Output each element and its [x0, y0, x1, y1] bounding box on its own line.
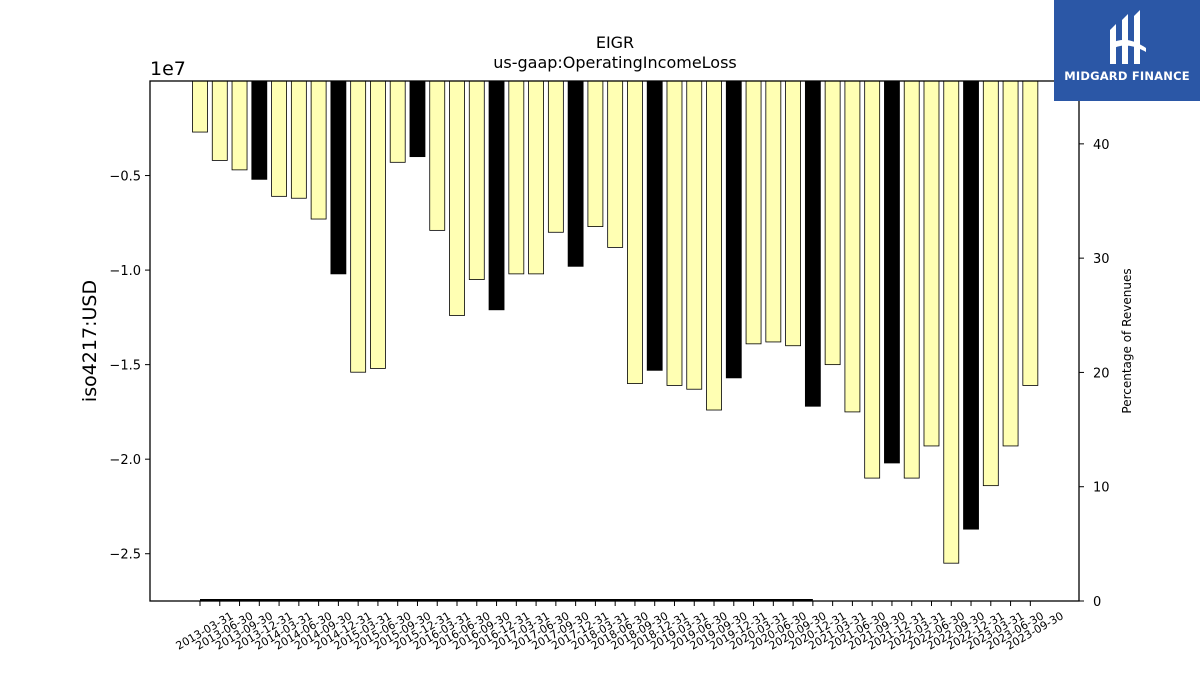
bar: [745, 80, 762, 345]
bar: [567, 80, 584, 267]
bars: [192, 80, 1039, 564]
y2-axis-label: Percentage of Revenues: [1120, 268, 1134, 413]
y2-tick-label: 10: [1093, 481, 1110, 496]
bar: [547, 80, 564, 233]
bar: [686, 80, 703, 390]
bar: [824, 80, 841, 366]
bar: [389, 80, 406, 163]
bar: [488, 80, 505, 311]
bar: [429, 80, 446, 231]
bar: [785, 80, 801, 347]
y-tick-label: −0.5: [109, 170, 141, 185]
bar: [587, 80, 604, 228]
y2-tick-label: 20: [1093, 366, 1110, 381]
bar: [804, 80, 821, 407]
bar: [251, 80, 268, 180]
bar: [409, 80, 426, 158]
bar: [706, 80, 722, 411]
bar: [350, 80, 367, 373]
bar: [508, 80, 525, 275]
bar: [231, 80, 248, 171]
bar: [884, 80, 900, 464]
midgard-logo-icon: [1110, 10, 1146, 64]
chart-title: EIGR: [596, 33, 634, 52]
bar: [1022, 80, 1039, 386]
bar: [211, 80, 228, 161]
bar: [646, 80, 663, 371]
bar: [449, 80, 465, 316]
bar: [982, 80, 999, 487]
midgard-finance-logo: MIDGARD FINANCE: [1054, 0, 1200, 101]
y-tick-label: −2.0: [109, 453, 141, 468]
axis-ticks: 2013-03-312013-06-302013-09-302013-12-31…: [109, 138, 1109, 653]
y-axis-label: iso4217:USD: [79, 280, 101, 402]
bar: [844, 80, 861, 413]
bar: [310, 80, 327, 220]
y2-tick-label: 40: [1093, 138, 1110, 153]
bar: [963, 80, 979, 530]
bar: [725, 80, 742, 379]
y-tick-label: −1.0: [109, 264, 141, 279]
chart-subtitle: us-gaap:OperatingIncomeLoss: [493, 53, 737, 72]
bar: [666, 80, 683, 386]
y-tick-label: −2.5: [109, 548, 141, 563]
bar: [271, 80, 287, 197]
bar: [370, 80, 386, 369]
y2-tick-label: 0: [1093, 595, 1101, 610]
y2-tick-label: 30: [1093, 252, 1110, 267]
bar: [468, 80, 485, 280]
bar: [627, 80, 643, 384]
bar: [1002, 80, 1019, 447]
bar: [528, 80, 544, 275]
bar: [330, 80, 347, 275]
bar: [943, 80, 960, 564]
y-offset-label: 1e7: [150, 58, 186, 80]
bar: [607, 80, 624, 248]
bar: [903, 80, 920, 479]
bar: [923, 80, 940, 447]
bar: [864, 80, 881, 479]
y-tick-label: −1.5: [109, 359, 141, 374]
bar: [192, 80, 208, 133]
bar: [290, 80, 307, 199]
logo-text: MIDGARD FINANCE: [1064, 69, 1190, 83]
bar: [765, 80, 782, 343]
